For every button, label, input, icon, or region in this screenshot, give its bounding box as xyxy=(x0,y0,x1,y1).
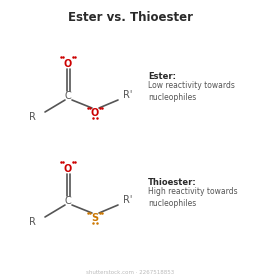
Text: O: O xyxy=(64,59,72,69)
Text: Low reactivity towards
nucleophiles: Low reactivity towards nucleophiles xyxy=(148,81,235,102)
Text: R: R xyxy=(29,217,36,227)
Text: C: C xyxy=(65,196,72,206)
Text: shutterstock.com · 2267518853: shutterstock.com · 2267518853 xyxy=(86,270,174,275)
Text: Ester:: Ester: xyxy=(148,72,176,81)
Text: High reactivity towards
nucleophiles: High reactivity towards nucleophiles xyxy=(148,187,238,209)
Text: Ester vs. Thioester: Ester vs. Thioester xyxy=(68,11,192,24)
Text: Thioester:: Thioester: xyxy=(148,178,197,187)
Text: C: C xyxy=(65,91,72,101)
Text: R': R' xyxy=(123,90,132,100)
Text: R': R' xyxy=(123,195,132,205)
Text: S: S xyxy=(92,213,99,223)
Text: R: R xyxy=(29,112,36,122)
Text: O: O xyxy=(64,164,72,174)
Text: O: O xyxy=(91,108,99,118)
